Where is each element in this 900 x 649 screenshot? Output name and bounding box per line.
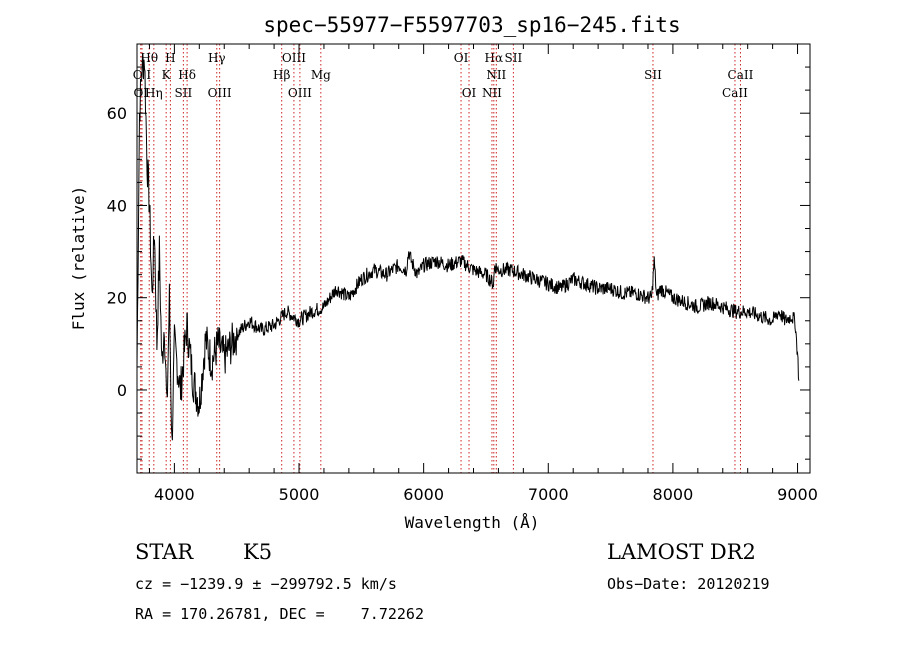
- marker-label: Hβ: [273, 68, 290, 82]
- x-tick-label: 4000: [154, 485, 195, 504]
- object-type: STAR: [135, 540, 194, 564]
- x-tick-label: 5000: [279, 485, 320, 504]
- marker-label: Hγ: [208, 51, 226, 65]
- marker-label: SII: [644, 68, 662, 82]
- x-tick-label: 6000: [403, 485, 444, 504]
- survey-name: LAMOST DR2: [607, 540, 756, 564]
- y-axis-label: Flux (relative): [69, 186, 88, 331]
- coordinates: RA = 170.26781, DEC = 7.72262: [135, 605, 424, 623]
- marker-label: NII: [482, 86, 502, 100]
- marker-label: OIII: [282, 51, 306, 65]
- y-tick-label: 20: [107, 289, 127, 308]
- x-tick-label: 8000: [653, 485, 694, 504]
- marker-label: CaII: [722, 86, 748, 100]
- redshift-line: cz = −1239.9 ± −299792.5 km/s: [135, 575, 397, 593]
- marker-label: SII: [505, 51, 523, 65]
- marker-label: H: [165, 51, 175, 65]
- y-tick-label: 60: [107, 104, 127, 123]
- spectral-subclass: K5: [243, 540, 273, 564]
- observation-date: Obs−Date: 20120219: [607, 575, 770, 593]
- x-tick-label: 7000: [528, 485, 569, 504]
- marker-label: OIII: [208, 86, 232, 100]
- marker-label: OI: [462, 86, 477, 100]
- spectrum-line: [136, 53, 800, 441]
- marker-label: Hα: [485, 51, 504, 65]
- marker-label: OI: [454, 51, 469, 65]
- x-axis: 4000 5000 6000 7000 8000 9000: [148, 44, 818, 504]
- plot-frame: [136, 43, 811, 474]
- spectrum-chart: spec−55977−F5597703_sp16−245.fits HθO IO…: [69, 13, 818, 532]
- y-axis: 0 20 40 60: [107, 43, 810, 460]
- marker-label: OIII: [288, 86, 312, 100]
- y-tick-label: 0: [117, 381, 127, 400]
- y-tick-label: 40: [107, 196, 127, 215]
- marker-label: K: [162, 68, 172, 82]
- marker-label: Hδ: [178, 68, 196, 82]
- marker-label: Mg: [311, 68, 331, 82]
- marker-label: NII: [486, 68, 506, 82]
- marker-label: SII: [175, 86, 193, 100]
- chart-title: spec−55977−F5597703_sp16−245.fits: [263, 13, 680, 37]
- marker-label: CaII: [728, 68, 754, 82]
- marker-label: Hη: [145, 86, 163, 100]
- x-tick-label: 9000: [777, 485, 818, 504]
- x-axis-label: Wavelength (Å): [405, 513, 540, 532]
